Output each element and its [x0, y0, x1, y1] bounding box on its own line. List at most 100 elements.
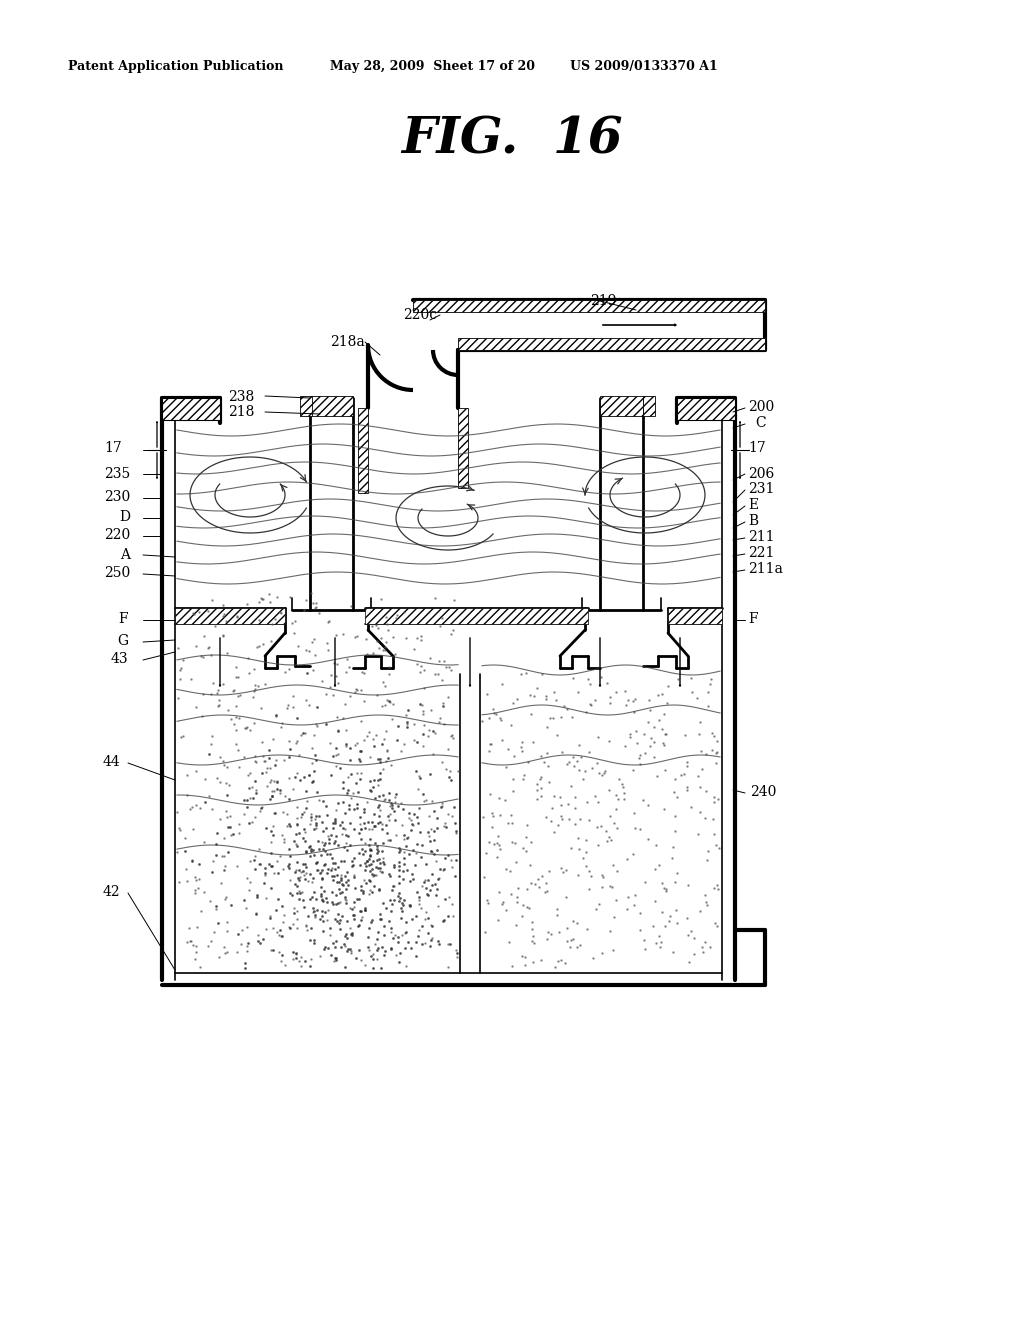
- Point: [362, 829, 379, 850]
- Point: [373, 627, 389, 648]
- Point: [561, 751, 578, 772]
- Point: [254, 796, 270, 817]
- Point: [686, 944, 702, 965]
- Point: [292, 883, 308, 904]
- Point: [262, 832, 279, 853]
- Point: [310, 603, 327, 624]
- Point: [226, 680, 243, 701]
- Point: [264, 785, 281, 807]
- Point: [399, 859, 416, 880]
- Point: [489, 825, 506, 846]
- Point: [334, 882, 350, 903]
- Point: [350, 916, 367, 937]
- Point: [547, 957, 563, 978]
- Point: [258, 762, 274, 783]
- Point: [402, 894, 419, 915]
- Point: [353, 818, 370, 840]
- Point: [318, 891, 335, 912]
- Point: [323, 764, 339, 785]
- Point: [248, 780, 264, 801]
- Bar: [600, 396, 643, 416]
- Point: [249, 884, 265, 906]
- Point: [351, 842, 368, 863]
- Point: [306, 725, 323, 746]
- Point: [316, 902, 333, 923]
- Point: [241, 663, 257, 684]
- Point: [276, 828, 293, 849]
- Point: [420, 884, 436, 906]
- Point: [414, 694, 430, 715]
- Point: [335, 777, 351, 799]
- Point: [412, 693, 428, 714]
- Point: [365, 850, 381, 871]
- Point: [346, 896, 362, 917]
- Point: [443, 857, 460, 878]
- Point: [609, 861, 626, 882]
- Point: [285, 686, 301, 708]
- Point: [210, 913, 226, 935]
- Point: [222, 816, 239, 837]
- Point: [303, 840, 319, 861]
- Point: [341, 656, 357, 677]
- Point: [377, 694, 393, 715]
- Point: [216, 888, 232, 909]
- Point: [287, 903, 303, 924]
- Point: [232, 933, 249, 954]
- Point: [434, 669, 451, 690]
- Point: [247, 771, 263, 792]
- Point: [274, 801, 291, 822]
- Point: [257, 862, 273, 883]
- Bar: [458, 338, 765, 350]
- Point: [303, 838, 319, 859]
- Point: [413, 624, 429, 645]
- Point: [314, 671, 331, 692]
- Point: [228, 605, 245, 626]
- Point: [361, 879, 378, 900]
- Point: [708, 752, 724, 774]
- Point: [380, 805, 396, 826]
- Point: [289, 836, 305, 857]
- Point: [297, 853, 313, 874]
- Point: [362, 912, 379, 933]
- Point: [430, 933, 446, 954]
- Point: [375, 847, 391, 869]
- Point: [326, 853, 342, 874]
- Point: [264, 614, 281, 635]
- Point: [382, 796, 398, 817]
- Point: [697, 808, 714, 829]
- Point: [317, 832, 334, 853]
- Point: [587, 785, 603, 807]
- Point: [654, 684, 671, 705]
- Point: [241, 777, 257, 799]
- Point: [346, 904, 362, 925]
- Point: [302, 813, 318, 834]
- Point: [702, 937, 719, 958]
- Point: [184, 602, 201, 623]
- Point: [291, 870, 307, 891]
- Point: [390, 886, 407, 907]
- Point: [570, 735, 587, 756]
- Point: [358, 855, 375, 876]
- Point: [628, 721, 644, 742]
- Point: [684, 681, 700, 702]
- Point: [510, 878, 526, 899]
- Point: [282, 746, 298, 767]
- Point: [625, 690, 641, 711]
- Point: [401, 895, 418, 916]
- Point: [602, 686, 618, 708]
- Point: [379, 689, 395, 710]
- Point: [172, 657, 188, 678]
- Point: [424, 721, 440, 742]
- Point: [393, 793, 410, 814]
- Point: [543, 810, 559, 832]
- Point: [352, 768, 369, 789]
- Point: [288, 859, 304, 880]
- Point: [393, 900, 410, 921]
- Point: [325, 746, 341, 767]
- Point: [380, 664, 396, 685]
- Point: [245, 788, 261, 809]
- Point: [444, 727, 461, 748]
- Point: [404, 813, 421, 834]
- Point: [344, 850, 360, 871]
- Point: [626, 701, 642, 722]
